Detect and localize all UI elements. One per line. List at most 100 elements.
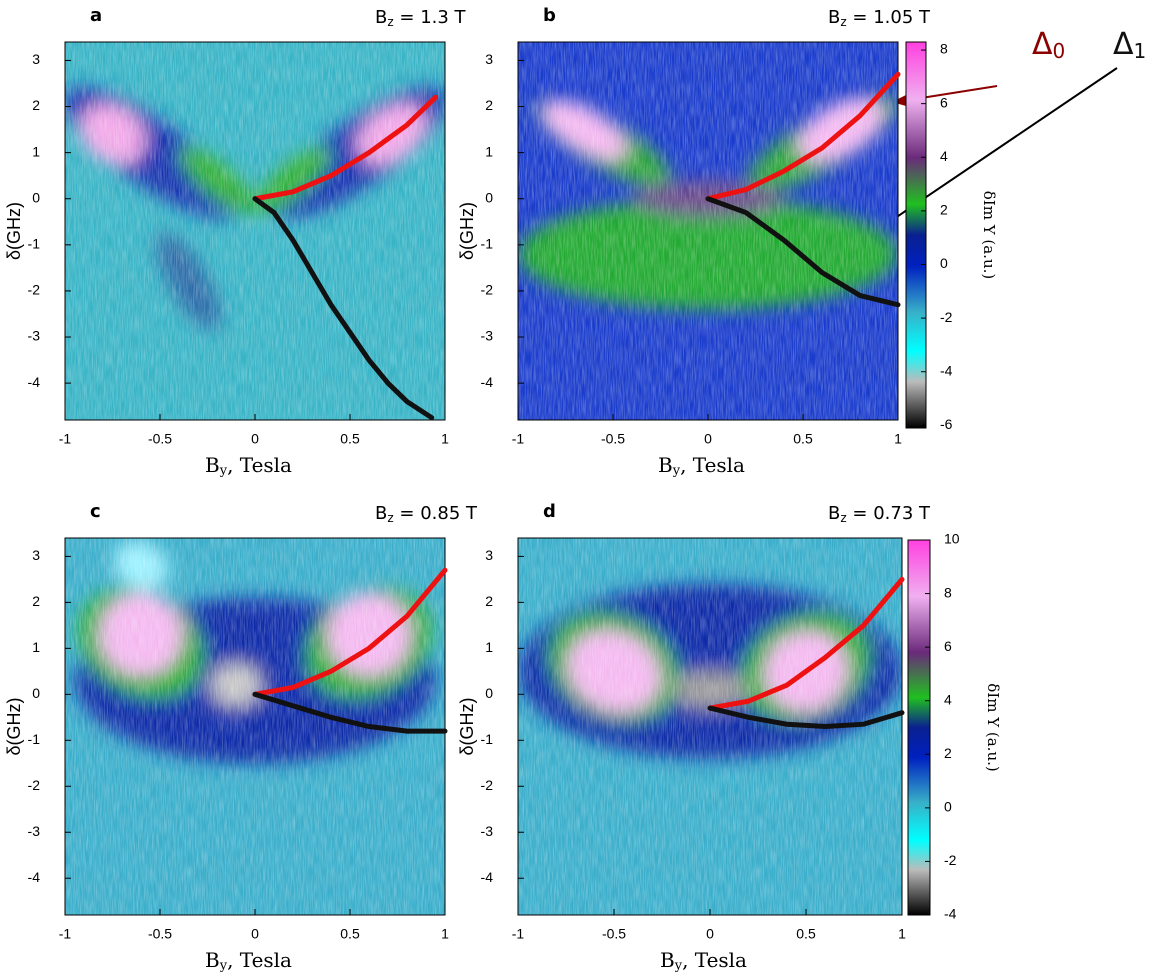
x-tick-label: -0.5: [148, 431, 172, 447]
y-tick-label: 0: [32, 189, 40, 205]
panel-title-main: B: [375, 503, 387, 524]
colorbar-tick-label: 6: [940, 94, 948, 110]
colorbar-tick-label: 8: [940, 41, 948, 57]
x-tick-label: 0.5: [340, 926, 360, 942]
colorbar-tick-label: -4: [944, 906, 957, 922]
colorbar: [905, 41, 927, 429]
y-tick-label: 2: [32, 593, 40, 609]
y-axis-label: δ(GHz): [457, 202, 477, 260]
x-tick-label: 0.5: [796, 926, 816, 942]
x-tick-label: -1: [59, 431, 72, 447]
panel-label: a: [90, 5, 102, 26]
x-axis-label-rest: , Tesla: [680, 453, 745, 477]
colorbar-tick-label: 2: [940, 202, 948, 218]
colorbar-tick-label: 0: [940, 255, 948, 271]
x-tick-label: 0.5: [340, 431, 360, 447]
x-axis-label-main: B: [660, 948, 675, 972]
heatmap-noise: [65, 42, 445, 420]
panel-title-rest: = 1.3 T: [394, 7, 467, 28]
y-tick-label: 2: [485, 593, 493, 609]
x-axis-label-main: B: [205, 948, 220, 972]
y-tick-label: -4: [481, 374, 494, 390]
y-tick-label: -4: [28, 869, 41, 885]
annotation: Δ0: [1032, 27, 1065, 63]
x-tick-label: 0.5: [793, 431, 813, 447]
heatmap: [518, 42, 898, 420]
x-tick-label: 0: [251, 926, 259, 942]
annotation-sub: 0: [1053, 39, 1066, 63]
annotation: Δ1: [1113, 27, 1146, 63]
y-tick-label: -3: [481, 823, 494, 839]
panel-title-main: B: [828, 7, 840, 28]
curve: [252, 691, 448, 734]
y-axis-label: δ(GHz): [457, 697, 477, 755]
colorbar-tick-label: -2: [944, 852, 957, 868]
x-tick-label: -0.5: [602, 926, 626, 942]
x-tick-label: -0.5: [601, 431, 625, 447]
panel-label: b: [543, 5, 556, 26]
x-tick-label: 0: [251, 431, 259, 447]
panel-title: Bz = 0.73 T: [828, 503, 931, 525]
colorbar: [907, 539, 931, 916]
panel-title-main: B: [828, 503, 840, 524]
curve: [705, 196, 901, 308]
x-axis-label-sub: y: [219, 958, 228, 973]
y-tick-label: 1: [32, 639, 40, 655]
y-tick-label: 3: [485, 51, 493, 67]
x-tick-label: -0.5: [148, 926, 172, 942]
curve: [707, 576, 905, 711]
panel-title-sub: z: [387, 511, 393, 525]
x-axis-label: By, Tesla: [660, 948, 747, 974]
y-tick-label: -1: [481, 731, 494, 747]
colorbar-tick-label: -6: [940, 416, 953, 432]
annotation-sub: 1: [1134, 39, 1147, 63]
colorbar-tick-label: 4: [944, 691, 952, 707]
colorbar-tick-label: 4: [940, 148, 948, 164]
y-axis-label: δ(GHz): [4, 697, 24, 755]
curve: [707, 705, 905, 730]
y-tick-label: -3: [28, 328, 41, 344]
annotation-main: Δ: [1113, 27, 1134, 62]
panel-title-sub: z: [840, 511, 846, 525]
colorbar-label: δIm Y (a.u.): [984, 683, 1002, 771]
panel-label: c: [90, 501, 101, 522]
y-tick-label: -4: [481, 869, 494, 885]
x-axis-label-rest: , Tesla: [682, 948, 747, 972]
colorbar-tick-label: -4: [940, 362, 953, 378]
y-tick-label: -3: [28, 823, 41, 839]
curve: [252, 567, 448, 697]
panel-title: Bz = 1.3 T: [375, 7, 467, 29]
panel-title-main: B: [375, 7, 387, 28]
x-axis-label-sub: y: [674, 958, 683, 973]
x-tick-label: 1: [898, 926, 906, 942]
y-tick-label: -1: [28, 236, 41, 252]
x-tick-label: 1: [441, 926, 449, 942]
y-tick-label: -4: [28, 374, 41, 390]
y-axis-label: δ(GHz): [4, 202, 24, 260]
colorbar-tick-label: 0: [944, 799, 952, 815]
x-axis-label-rest: , Tesla: [227, 948, 292, 972]
colorbar-tick-label: 10: [944, 531, 960, 547]
curve: [252, 94, 438, 202]
panel-title-rest: = 0.73 T: [847, 503, 931, 524]
y-tick-label: -2: [28, 777, 41, 793]
colorbar-label: δIm Y (a.u.): [980, 191, 998, 279]
y-tick-label: 1: [485, 143, 493, 159]
x-tick-label: 0: [706, 926, 714, 942]
heatmap-noise: [518, 42, 898, 420]
y-tick-label: -2: [481, 282, 494, 298]
y-tick-label: 3: [485, 547, 493, 563]
y-tick-label: 0: [485, 685, 493, 701]
annotation-main: Δ: [1032, 27, 1053, 62]
y-tick-label: -2: [28, 282, 41, 298]
panel-title-rest: = 0.85 T: [394, 503, 478, 524]
panel-title-sub: z: [840, 15, 846, 29]
y-tick-label: 0: [32, 685, 40, 701]
y-tick-label: 0: [485, 189, 493, 205]
y-tick-label: 3: [32, 547, 40, 563]
y-tick-label: -1: [28, 731, 41, 747]
y-tick-label: -3: [481, 328, 494, 344]
y-tick-label: 3: [32, 51, 40, 67]
x-tick-label: 1: [441, 431, 449, 447]
